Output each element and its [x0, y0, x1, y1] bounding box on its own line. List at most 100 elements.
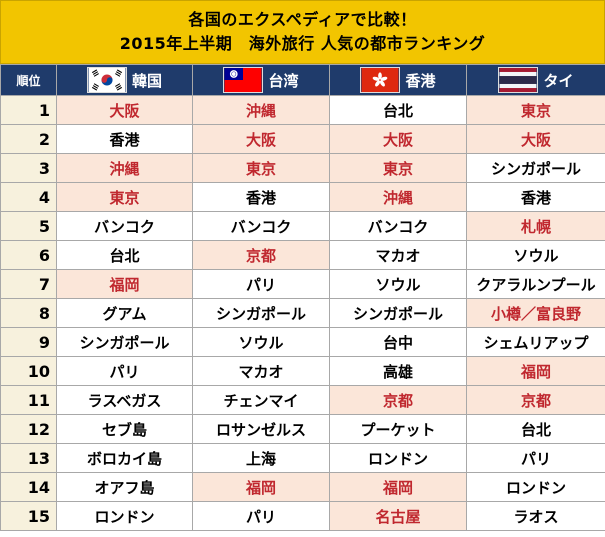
city-cell-taiwan: シンガポール	[192, 298, 330, 328]
table-row: 13 ボロカイ島 上海 ロンドン パリ	[0, 443, 605, 473]
city-cell-thailand: クアラルンプール	[466, 269, 605, 299]
city-cell-hongkong: マカオ	[329, 240, 467, 270]
ranking-table-body: 1 大阪 沖縄 台北 東京 2 香港 大阪 大阪 大阪 3 沖縄 東京 東京 シンガポール 4 東京 香港 沖縄 香港…	[0, 95, 605, 531]
city-cell-hongkong: ソウル	[329, 269, 467, 299]
city-cell-hongkong: バンコク	[329, 211, 467, 241]
city-cell-taiwan: ロサンゼルス	[192, 414, 330, 444]
ranking-table: 順位	[0, 64, 605, 531]
city-cell-taiwan: チェンマイ	[192, 385, 330, 415]
city-cell-korea: オアフ島	[56, 472, 193, 502]
city-cell-thailand: パリ	[466, 443, 605, 473]
city-cell-thailand: 小樽／富良野	[466, 298, 605, 328]
title-banner: 各国のエクスペディアで比較！ 2015年上半期 海外旅行 人気の都市ランキング	[0, 0, 605, 64]
rank-number: 14	[0, 472, 57, 502]
city-cell-hongkong: シンガポール	[329, 298, 467, 328]
thailand-flag-icon	[498, 67, 539, 93]
city-cell-hongkong: 台北	[329, 95, 467, 125]
city-cell-korea: 大阪	[56, 95, 193, 125]
city-cell-taiwan: パリ	[192, 501, 330, 531]
table-row: 8 グアム シンガポール シンガポール 小樽／富良野	[0, 298, 605, 328]
rank-number: 2	[0, 124, 57, 154]
table-row: 1 大阪 沖縄 台北 東京	[0, 95, 605, 125]
city-cell-taiwan: ソウル	[192, 327, 330, 357]
country-name-hongkong: 香港	[405, 71, 436, 90]
country-name-korea: 韓国	[131, 71, 162, 90]
city-cell-korea: 福岡	[56, 269, 193, 299]
hong-kong-flag-icon	[360, 67, 401, 93]
city-cell-thailand: ロンドン	[466, 472, 605, 502]
city-cell-taiwan: パリ	[192, 269, 330, 299]
city-cell-hongkong: ロンドン	[329, 443, 467, 473]
column-header-taiwan: 台湾	[192, 64, 330, 96]
table-row: 2 香港 大阪 大阪 大阪	[0, 124, 605, 154]
rank-number: 15	[0, 501, 57, 531]
table-row: 7 福岡 パリ ソウル クアラルンプール	[0, 269, 605, 299]
city-cell-thailand: 台北	[466, 414, 605, 444]
city-cell-korea: 東京	[56, 182, 193, 212]
rank-number: 7	[0, 269, 57, 299]
city-cell-korea: バンコク	[56, 211, 193, 241]
city-cell-korea: ボロカイ島	[56, 443, 193, 473]
city-cell-thailand: 京都	[466, 385, 605, 415]
table-row: 10 パリ マカオ 高雄 福岡	[0, 356, 605, 386]
rank-number: 11	[0, 385, 57, 415]
city-cell-hongkong: 高雄	[329, 356, 467, 386]
city-cell-taiwan: 福岡	[192, 472, 330, 502]
table-row: 14 オアフ島 福岡 福岡 ロンドン	[0, 472, 605, 502]
city-cell-korea: シンガポール	[56, 327, 193, 357]
table-row: 11 ラスベガス チェンマイ 京都 京都	[0, 385, 605, 415]
rank-number: 9	[0, 327, 57, 357]
city-cell-thailand: 大阪	[466, 124, 605, 154]
city-cell-taiwan: 大阪	[192, 124, 330, 154]
city-cell-thailand: ラオス	[466, 501, 605, 531]
south-korea-flag-icon	[86, 67, 127, 93]
city-cell-hongkong: 名古屋	[329, 501, 467, 531]
country-name-thailand: タイ	[543, 71, 574, 90]
table-row: 4 東京 香港 沖縄 香港	[0, 182, 605, 212]
column-header-thailand: タイ	[466, 64, 605, 96]
table-row: 15 ロンドン パリ 名古屋 ラオス	[0, 501, 605, 531]
rank-number: 4	[0, 182, 57, 212]
rank-number: 13	[0, 443, 57, 473]
table-row: 3 沖縄 東京 東京 シンガポール	[0, 153, 605, 183]
rank-number: 3	[0, 153, 57, 183]
rank-number: 12	[0, 414, 57, 444]
title-line-1: 各国のエクスペディアで比較！	[188, 10, 417, 29]
city-cell-thailand: 香港	[466, 182, 605, 212]
city-cell-taiwan: 東京	[192, 153, 330, 183]
city-cell-thailand: ソウル	[466, 240, 605, 270]
city-cell-hongkong: 台中	[329, 327, 467, 357]
rank-number: 1	[0, 95, 57, 125]
city-cell-thailand: 札幌	[466, 211, 605, 241]
table-row: 12 セブ島 ロサンゼルス プーケット 台北	[0, 414, 605, 444]
city-cell-korea: グアム	[56, 298, 193, 328]
city-cell-taiwan: 上海	[192, 443, 330, 473]
city-cell-hongkong: 福岡	[329, 472, 467, 502]
rank-column-header: 順位	[0, 64, 57, 96]
rank-number: 8	[0, 298, 57, 328]
city-cell-korea: 沖縄	[56, 153, 193, 183]
column-header-korea: 韓国	[56, 64, 193, 96]
table-header-row: 順位	[0, 64, 605, 96]
city-cell-thailand: シェムリアップ	[466, 327, 605, 357]
city-cell-thailand: 福岡	[466, 356, 605, 386]
city-cell-korea: セブ島	[56, 414, 193, 444]
rank-number: 6	[0, 240, 57, 270]
city-cell-hongkong: 大阪	[329, 124, 467, 154]
city-cell-hongkong: 東京	[329, 153, 467, 183]
title-line-2: 2015年上半期 海外旅行 人気の都市ランキング	[119, 34, 486, 53]
city-cell-thailand: シンガポール	[466, 153, 605, 183]
rank-number: 10	[0, 356, 57, 386]
column-header-hongkong: 香港	[329, 64, 467, 96]
city-cell-korea: パリ	[56, 356, 193, 386]
city-cell-taiwan: 沖縄	[192, 95, 330, 125]
rank-number: 5	[0, 211, 57, 241]
city-cell-korea: 香港	[56, 124, 193, 154]
city-cell-korea: ロンドン	[56, 501, 193, 531]
country-name-taiwan: 台湾	[268, 71, 299, 90]
city-cell-taiwan: 京都	[192, 240, 330, 270]
table-row: 6 台北 京都 マカオ ソウル	[0, 240, 605, 270]
taiwan-flag-icon	[223, 67, 264, 93]
table-row: 9 シンガポール ソウル 台中 シェムリアップ	[0, 327, 605, 357]
